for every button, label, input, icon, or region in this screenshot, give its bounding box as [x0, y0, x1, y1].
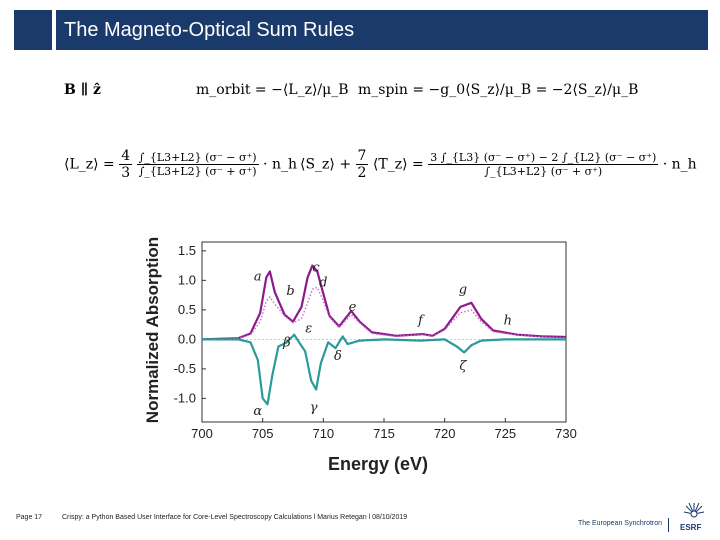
series-line-2 [202, 333, 566, 406]
y-axis-label: Normalized Absorption [143, 237, 162, 423]
lz-numerator: ∫_{L3+L2} (σ⁻ − σ⁺) [136, 151, 259, 165]
sz-coefficient: 7 2 [355, 148, 369, 181]
series-line-0 [201, 264, 567, 341]
sz-numerator: 3 ∫_{L3} (σ⁻ − σ⁺) − 2 ∫_{L2} (σ⁻ − σ⁺) [428, 151, 659, 165]
peak-label-1: b [286, 284, 294, 299]
x-tick-label: 705 [252, 426, 274, 441]
peak-label-0: a [254, 269, 262, 284]
footer-caption: Crispy: a Python Based User Interface fo… [62, 514, 408, 521]
esrf-sunburst-icon [683, 502, 705, 518]
lz-lhs: ⟨L_z⟩ = [64, 156, 120, 173]
peak-label-13: γ [310, 400, 318, 415]
logo-separator [668, 518, 669, 532]
page-number: Page 17 [16, 514, 43, 521]
sz-tail: · n_h [662, 156, 697, 173]
title-bar: The Magneto-Optical Sum Rules [56, 10, 708, 50]
sz-lhs: ⟨S_z⟩ + [300, 156, 356, 173]
sz-sum-rule: ⟨S_z⟩ + 7 2 ⟨T_z⟩ = 3 ∫_{L3} (σ⁻ − σ⁺) −… [300, 148, 697, 181]
lz-coefficient: 4 3 [119, 148, 133, 181]
x-tick-label: 710 [312, 426, 334, 441]
x-tick-label: 720 [434, 426, 456, 441]
sz-fraction: 3 ∫_{L3} (σ⁻ − σ⁺) − 2 ∫_{L2} (σ⁻ − σ⁺) … [428, 151, 659, 178]
y-tick-label: 1.0 [178, 272, 196, 287]
chart-background [138, 232, 578, 477]
spin-moment-equation: m_spin = −g_0⟨S_z⟩/μ_B = −2⟨S_z⟩/μ_B [358, 82, 639, 98]
footer: Page 17 Crispy: a Python Based User Inte… [0, 500, 720, 540]
lz-fraction: ∫_{L3+L2} (σ⁻ − σ⁺) ∫_{L3+L2} (σ⁻ + σ⁺) [136, 151, 259, 178]
peak-label-8: ε [305, 321, 312, 336]
esrf-logo-text: ESRF [680, 523, 702, 532]
sz-denominator: ∫_{L3+L2} (σ⁻ + σ⁺) [484, 165, 603, 178]
xmcd-spectrum-chart: 700 705 710 715 720 725 730 1.5 1.0 0.5 0.0 -0.5 -1.… [138, 232, 578, 477]
x-tick-label: 725 [494, 426, 516, 441]
peak-label-11: ζ [459, 359, 467, 374]
peak-label-10: δ [334, 349, 342, 364]
y-tick-label: -0.5 [174, 361, 196, 376]
field-direction: B ∥ ẑ [64, 82, 101, 98]
peak-label-5: f [417, 314, 425, 329]
y-tick-label: 0.0 [178, 331, 196, 346]
lz-sum-rule: ⟨L_z⟩ = 4 3 ∫_{L3+L2} (σ⁻ − σ⁺) ∫_{L3+L2… [64, 148, 297, 181]
series-line-1 [201, 286, 567, 341]
peak-label-12: α [253, 404, 262, 419]
slide-title: The Magneto-Optical Sum Rules [64, 19, 355, 41]
peak-label-6: g [459, 282, 467, 297]
peak-label-3: d [319, 275, 327, 290]
lz-tail: · n_h [263, 156, 297, 173]
peak-label-7: h [504, 314, 512, 329]
y-tick-label: -1.0 [174, 390, 196, 405]
peak-label-2: c [312, 261, 320, 276]
x-tick-label: 730 [555, 426, 577, 441]
header-accent-block [14, 10, 52, 50]
x-tick-label: 715 [373, 426, 395, 441]
x-tick-label: 700 [191, 426, 213, 441]
organization-name: The European Synchrotron [578, 520, 663, 527]
peak-label-4: e [349, 300, 357, 315]
y-tick-label: 0.5 [178, 302, 196, 317]
y-tick-label: 1.5 [178, 243, 196, 258]
orbital-moment-equation: m_orbit = −⟨L_z⟩/μ_B [196, 82, 349, 98]
sz-mid: ⟨T_z⟩ = [372, 156, 429, 173]
peak-label-9: β [282, 335, 291, 350]
x-axis-label: Energy (eV) [328, 454, 428, 474]
lz-denominator: ∫_{L3+L2} (σ⁻ + σ⁺) [138, 165, 257, 178]
